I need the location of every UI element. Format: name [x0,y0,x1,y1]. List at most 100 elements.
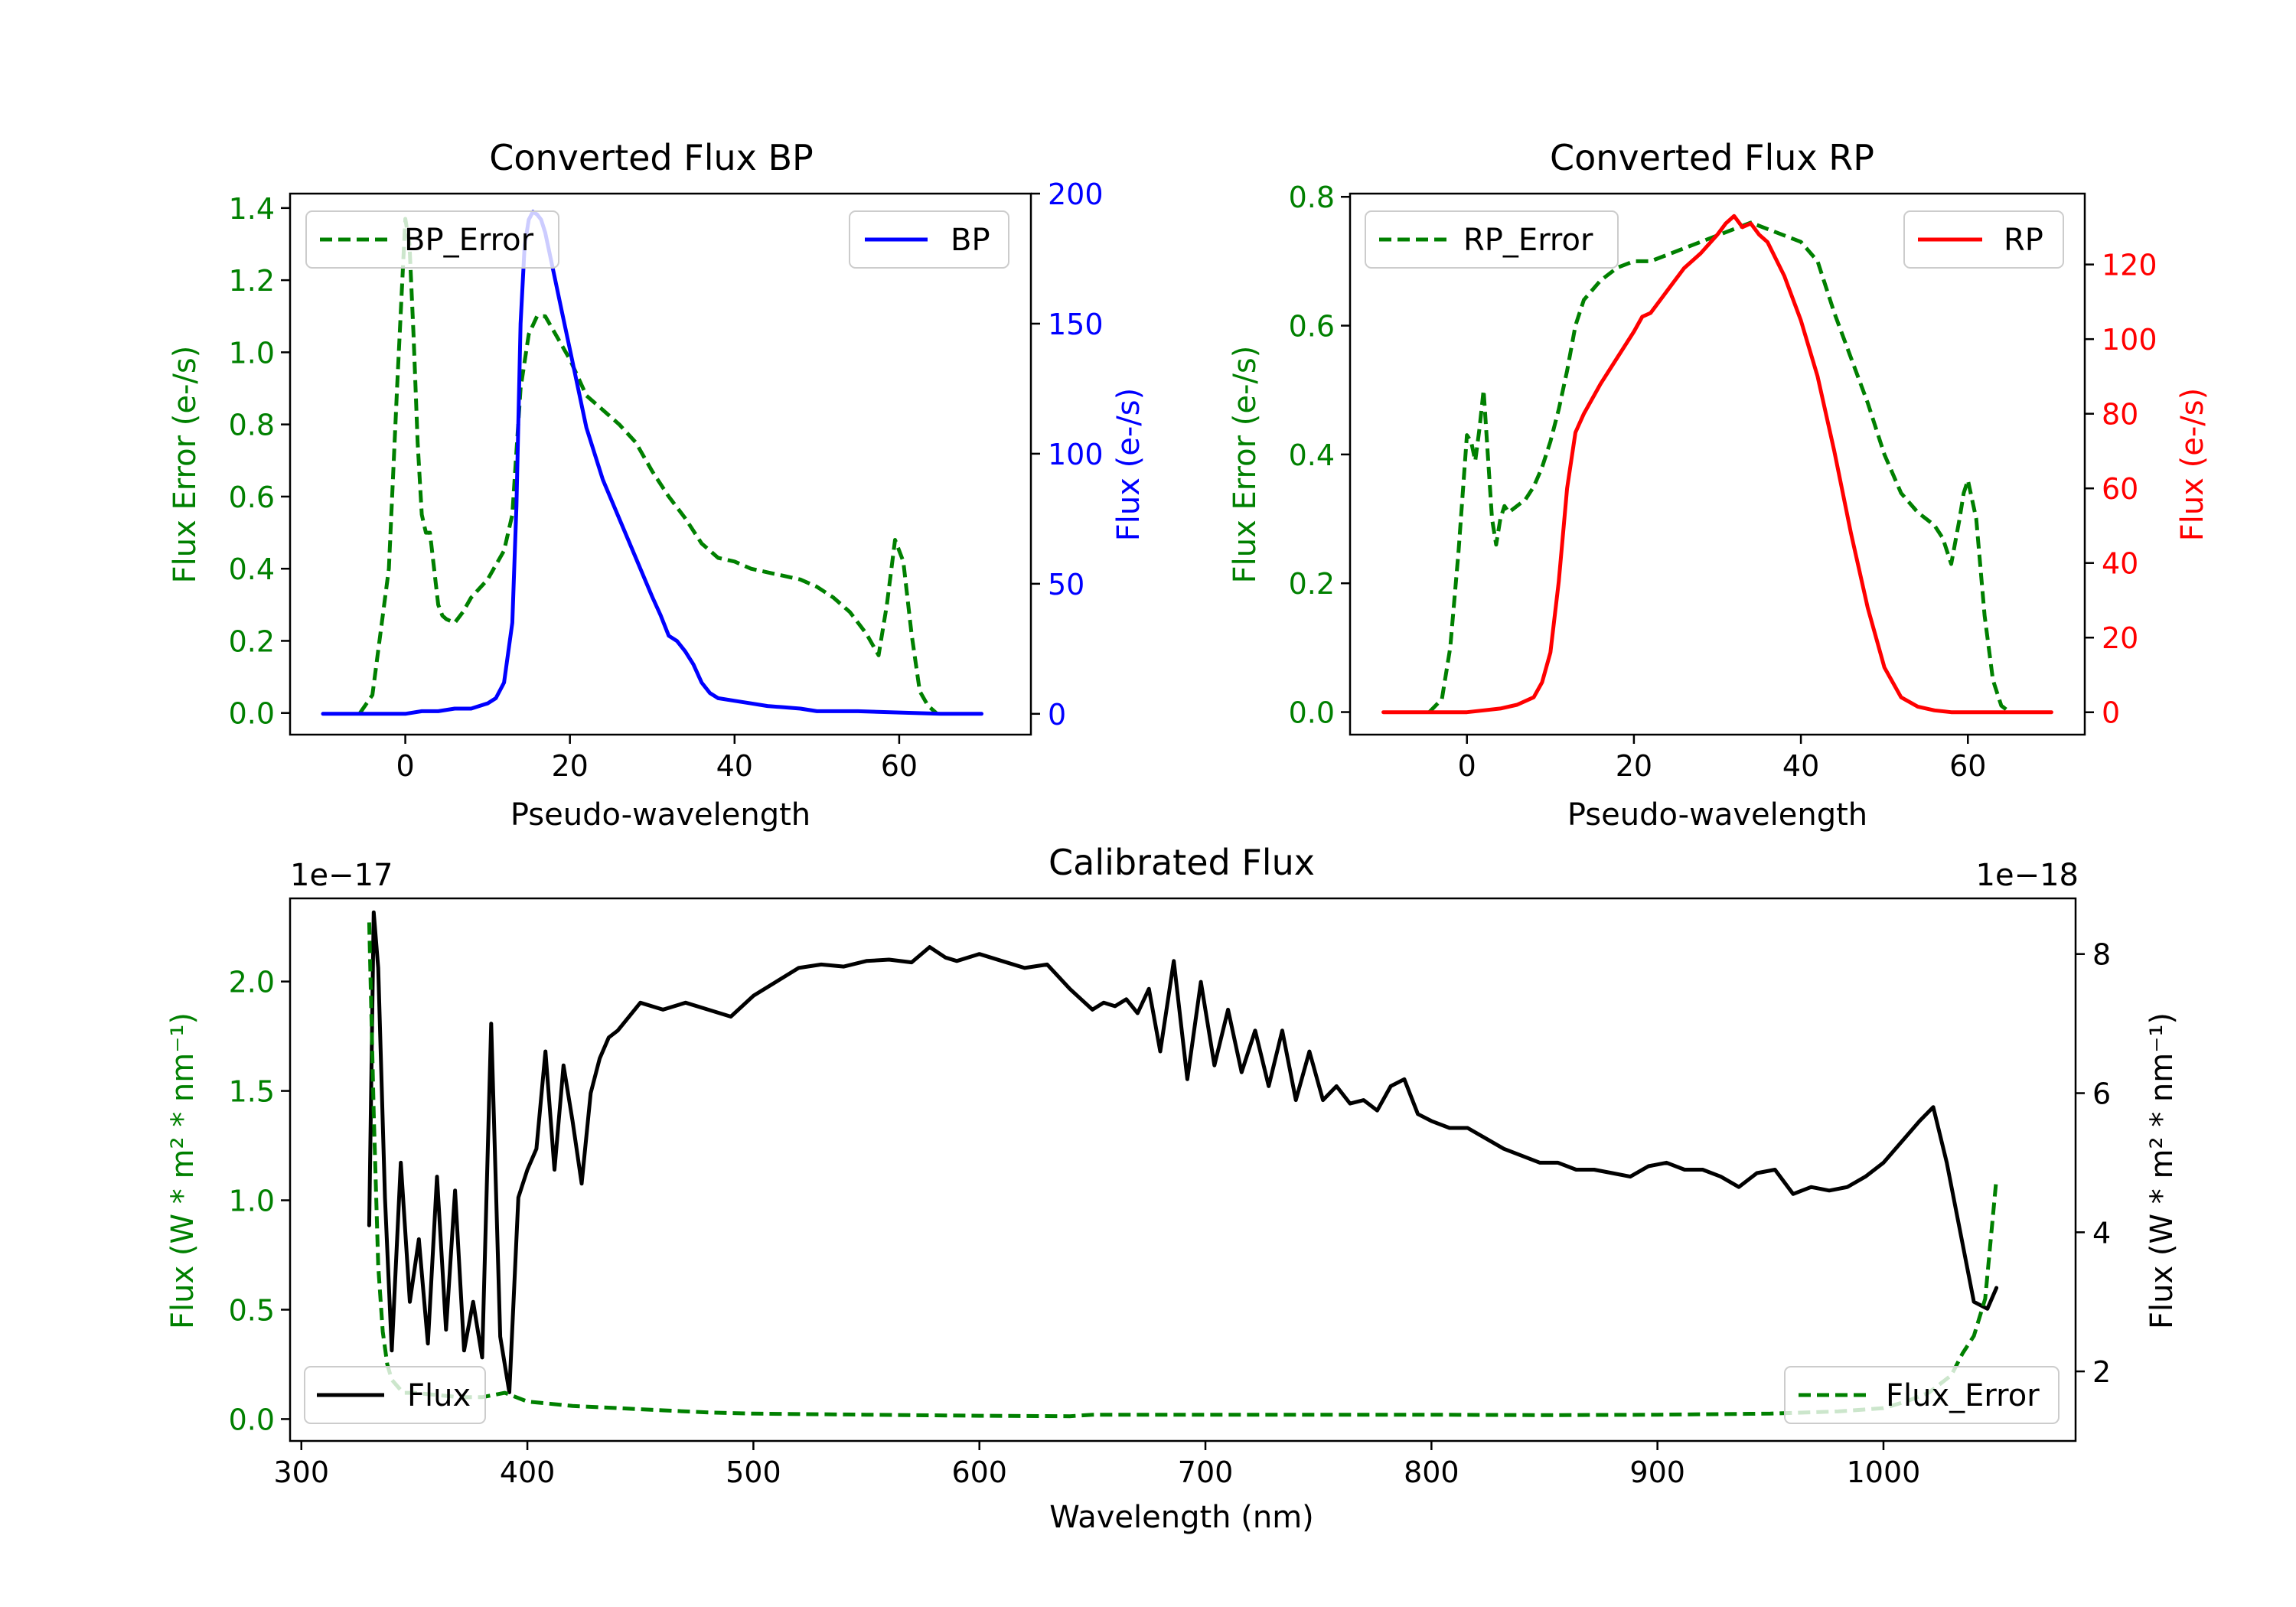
chart-title: Converted Flux BP [489,137,814,178]
x-tick-label: 60 [881,749,918,783]
x-tick-label: 800 [1404,1455,1459,1489]
legend-frame [305,210,559,269]
x-tick-label: 700 [1178,1455,1234,1489]
right-y-tick-label: 0 [1048,698,1066,732]
left-y-tick-label: 0.8 [1289,181,1335,214]
x-axis-ticks: 0 20 40 60 [1458,735,1986,783]
legend-flux: Flux [304,1366,486,1424]
legend-bp: BP [849,210,1009,269]
right-y-axis-ticks: 0 50 100 150 200 [1031,178,1104,732]
right-y-tick-label: 8 [2092,938,2111,972]
left-y-tick-label: 2.0 [229,966,275,999]
right-y-tick-label: 200 [1048,178,1104,211]
chart-title: Converted Flux RP [1550,137,1874,178]
legend-frame [849,210,1009,269]
left-y-tick-label: 0.2 [1289,567,1335,601]
left-y-tick-label: 1.2 [229,264,275,298]
left-y-tick-label: 0.8 [229,409,275,442]
x-tick-label: 1000 [1847,1455,1921,1489]
series-line-bp [321,210,983,716]
legend-flux-error: Flux_Error [1784,1366,2060,1424]
x-tick-label: 500 [726,1455,781,1489]
left-y-tick-label: 0.2 [229,624,275,658]
legend-label-flux: Flux [407,1378,471,1413]
axes-frame [289,192,1032,736]
x-tick-label: 20 [1616,749,1652,783]
right-y-tick-label: 40 [2102,547,2138,581]
left-y-tick-label: 0.0 [1289,696,1335,730]
left-y-axis-label: Flux (W * m² * nm⁻¹) [165,1012,201,1329]
legend-frame [1365,210,1619,269]
plot-area [321,210,983,716]
x-axis-label: Wavelength (nm) [1049,1500,1314,1535]
left-y-tick-label: 0.4 [1289,438,1335,472]
left-y-tick-label: 0.6 [1289,310,1335,344]
x-tick-label: 40 [1782,749,1819,783]
x-axis-ticks: 0 20 40 60 [396,735,918,783]
axes-frame [1349,192,2086,736]
right-y-axis-label: Flux (W * m² * nm⁻¹) [2144,1012,2180,1329]
legend-rp: RP [1903,210,2064,269]
left-y-axis-label: Flux Error (e-/s) [1228,346,1263,584]
left-y-tick-label: 0.4 [229,553,275,586]
x-axis-label: Pseudo-wavelength [510,797,810,833]
right-y-tick-label: 50 [1048,568,1084,601]
axes-frame [289,897,2077,1442]
left-y-axis-offset-text: 1e−17 [290,858,393,893]
left-y-tick-label: 1.5 [229,1075,275,1109]
left-y-axis-ticks: 0.0 0.5 1.0 1.5 2.0 [229,966,290,1436]
left-y-axis-ticks: 0.0 0.2 0.4 0.6 0.8 1.0 1.2 1.4 [229,192,290,731]
x-tick-label: 20 [552,749,589,783]
left-y-tick-label: 0.0 [229,697,275,731]
right-y-axis-ticks: 0 20 40 60 80 100 120 [2085,249,2157,730]
plot-area [1381,214,2053,715]
left-y-tick-label: 0.6 [229,481,275,514]
left-y-tick-label: 1.0 [229,1185,275,1218]
right-y-axis-offset-text: 1e−18 [1976,858,2079,893]
x-tick-label: 0 [396,749,414,783]
left-y-tick-label: 0.5 [229,1293,275,1327]
right-y-axis-label: Flux (e-/s) [2175,388,2210,541]
legend-frame [304,1366,486,1424]
right-y-tick-label: 80 [2102,398,2138,432]
x-tick-label: 60 [1949,749,1986,783]
legend-label-rp-error: RP_Error [1463,223,1593,258]
legend-label-bp: BP [951,223,990,258]
series-line-rp [1381,214,2053,715]
left-y-tick-label: 1.0 [229,336,275,370]
right-y-tick-label: 60 [2102,472,2138,506]
legend-label-rp: RP [2004,223,2043,258]
x-tick-label: 400 [500,1455,556,1489]
x-tick-label: 900 [1629,1455,1685,1489]
x-tick-label: 40 [716,749,753,783]
legend-bp-error: BP_Error [305,210,559,269]
right-y-axis-label: Flux (e-/s) [1111,388,1146,541]
left-y-axis-label: Flux Error (e-/s) [168,346,203,584]
panel-converted-flux-bp: Converted Flux BP 0 20 40 60 0.00.20.40.60.… [168,137,1146,833]
legend-label-bp-error: BP_Error [404,223,534,258]
right-y-tick-label: 6 [2092,1077,2111,1111]
right-y-tick-label: 100 [2102,323,2157,357]
x-tick-label: 600 [951,1455,1007,1489]
legend-frame [1903,210,2064,269]
x-axis-ticks: 300 400 500 600 700 800 900 1000 [274,1441,1921,1489]
x-axis-label: Pseudo-wavelength [1567,797,1867,833]
x-tick-label: 300 [274,1455,330,1489]
right-y-tick-label: 2 [2092,1355,2111,1389]
legend-label-flux-error: Flux_Error [1886,1378,2040,1413]
chart-title: Calibrated Flux [1049,842,1315,883]
right-y-tick-label: 100 [1048,438,1104,471]
panel-calibrated-flux: Calibrated Flux 1e−17 1e−18 300 400 500 600… [165,842,2180,1535]
series-line-flux [367,910,1999,1394]
left-y-axis-ticks: 0.0 0.2 0.4 0.6 0.8 [1289,181,1350,730]
series-line-rp-error [1427,220,2011,714]
right-y-tick-label: 20 [2102,621,2138,655]
series-line-flux-error [367,922,1999,1419]
left-y-tick-label: 1.4 [229,192,275,226]
series-line-bp-error [358,217,938,715]
legend-rp-error: RP_Error [1365,210,1619,269]
left-y-tick-label: 0.0 [229,1403,275,1436]
right-y-axis-ticks: 2 4 6 8 [2076,938,2111,1389]
plot-area [367,910,1999,1419]
